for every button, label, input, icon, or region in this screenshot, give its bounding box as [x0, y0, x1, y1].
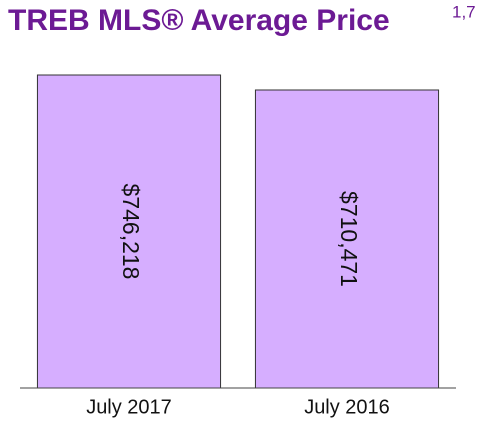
title-note: 1,7 — [452, 2, 476, 21]
value-label: $710,471 — [336, 191, 362, 287]
x-tick-label: July 2017 — [86, 396, 172, 418]
bar — [36, 74, 222, 389]
chart-title: TREB MLS® Average Price — [8, 4, 390, 37]
x-tick-label: July 2016 — [304, 396, 390, 418]
value-label: $746,218 — [118, 184, 144, 280]
bar — [254, 89, 440, 389]
